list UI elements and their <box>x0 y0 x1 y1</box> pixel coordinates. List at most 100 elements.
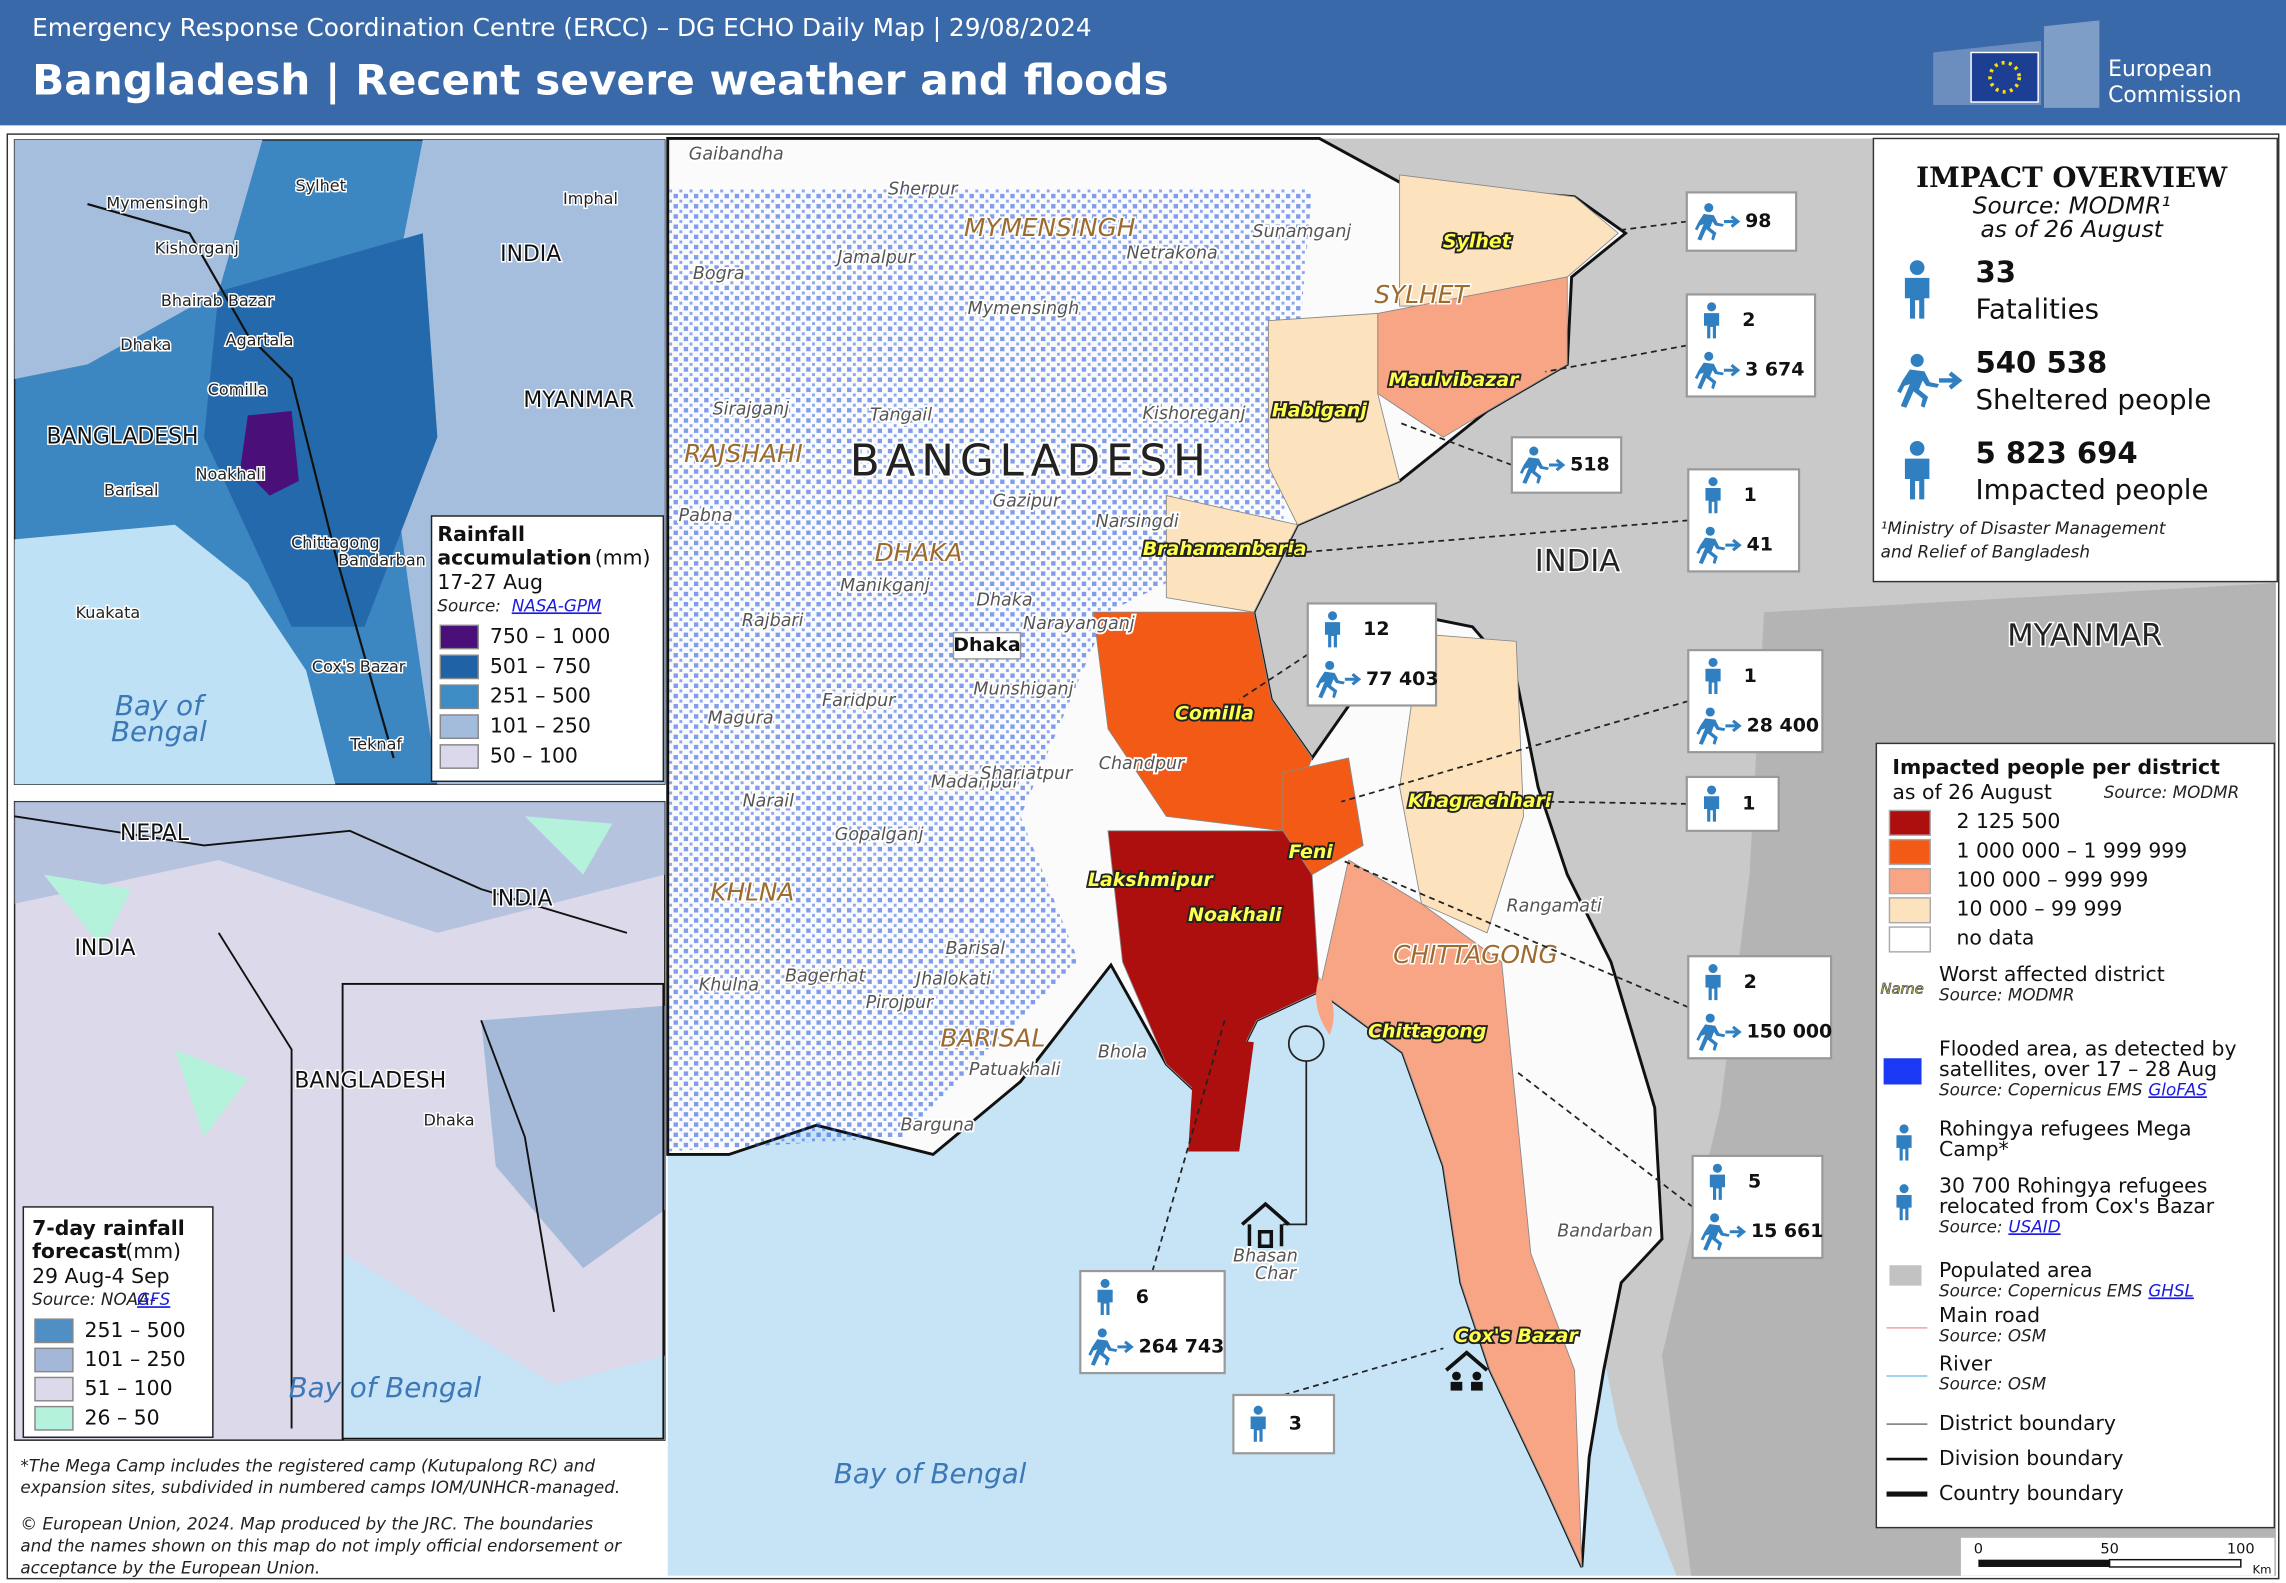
inset-label: Kuakata <box>76 603 141 622</box>
map-shape <box>1450 1381 1463 1391</box>
callout: 1 <box>1545 775 1780 832</box>
town-label: Mymensingh <box>968 299 1080 319</box>
legend-unit: (mm) <box>595 545 651 569</box>
legend-period: 29 Aug-4 Sep <box>32 1264 170 1288</box>
town-label: Patuakhali <box>969 1060 1061 1080</box>
callout-fatalities: 1 <box>1742 792 1755 814</box>
legend-symbol <box>1883 1058 1922 1085</box>
legend-title: Rainfall <box>437 522 525 546</box>
legend-item-label: River <box>1939 1351 1992 1375</box>
division-label: KHLNA <box>710 878 794 907</box>
legend-source: Source: NOAA- <box>32 1289 156 1309</box>
inset-label: Dhaka <box>423 1110 474 1129</box>
overview-value: 33 <box>1975 255 2016 289</box>
callout-sheltered: 264 743 <box>1139 1335 1225 1357</box>
legend-title: accumulation <box>437 545 591 569</box>
legend-unit: (mm) <box>125 1239 181 1263</box>
forecast-inset: NEPAL INDIA INDIA BANGLADESH Dhaka Bay of Ben… <box>13 800 666 1441</box>
overview-label: Sheltered people <box>1975 383 2211 416</box>
callout: 2 150 000 <box>1340 859 1832 1060</box>
legend-item-label: Worst affected district <box>1939 962 2165 986</box>
header-organization: Emergency Response Coordination Centre (… <box>32 13 1092 42</box>
district-chittagong-coast <box>1318 859 1583 1568</box>
overview-value: 540 538 <box>1975 345 2107 379</box>
footnote: and the names shown on this map do not i… <box>20 1536 622 1556</box>
forecast-zone <box>481 1005 665 1269</box>
district-label: Comilla <box>1175 703 1254 725</box>
legend-source: Source: Copernicus EMS <box>1939 1280 2143 1300</box>
map-shape <box>1445 1350 1489 1372</box>
map-shape <box>1471 1381 1483 1391</box>
legend-swatch <box>1888 926 1931 953</box>
legend-item-label: satellites, over 17 – 28 Aug <box>1939 1057 2217 1081</box>
inset-label: Chittagong <box>291 533 379 552</box>
map-shape <box>1240 1201 1290 1249</box>
legend-source: Source: OSM <box>1939 1326 2046 1346</box>
division-label: SYLHET <box>1374 280 1470 309</box>
flood-area <box>667 189 1313 1152</box>
country-label: MYANMAR <box>2007 618 2162 653</box>
footnote-box <box>11 1450 667 1576</box>
callout-sheltered: 3 674 <box>1745 359 1804 381</box>
town-label: Chandpur <box>1099 754 1186 774</box>
scale-label: 0 <box>1974 1540 1983 1557</box>
inset-labels: Mymensingh Sylhet Imphal Kishorganj INDIA Bha… <box>45 175 636 755</box>
eu-logo: European Commission <box>1933 20 2242 108</box>
overview-footnote: ¹Ministry of Disaster Management <box>1881 518 2167 538</box>
legend-link: GloFAS <box>2148 1079 2207 1099</box>
inset-label: MYANMAR <box>523 388 634 413</box>
inset-label: Bay of Bengal <box>289 1371 482 1404</box>
overview-value: 5 823 694 <box>1975 436 2137 470</box>
district-noakhali <box>1107 830 1320 1109</box>
legend-link: USAID <box>2008 1216 2060 1236</box>
legend-source: Source: MODMR <box>2104 782 2240 802</box>
town-label: Barguna <box>900 1115 974 1135</box>
legend-swatch <box>439 744 479 769</box>
leader-line <box>1545 344 1687 373</box>
impact-overview-box <box>1872 137 2278 583</box>
legend-period: 17-27 Aug <box>437 570 543 594</box>
leader-line <box>1282 519 1689 555</box>
town-label: Jamalpur <box>834 248 917 268</box>
overview-label: Fatalities <box>1975 292 2099 325</box>
inset-label: Agartala <box>226 331 294 350</box>
inset-label: Noakhali <box>195 465 265 484</box>
legend-title: forecast <box>32 1239 127 1263</box>
division-label: MYMENSINGH <box>964 213 1135 242</box>
country-label: BANGLADESH <box>850 436 1212 487</box>
island-label: Bhasan <box>1233 1246 1298 1266</box>
division-label: BARISAL <box>940 1023 1045 1052</box>
main-labels: BANGLADESH INDIA MYANMAR Bay of Bengal MYMEN… <box>677 143 2164 1490</box>
inset-label: INDIA <box>500 242 561 267</box>
town-label: Magura <box>708 709 774 729</box>
footnote: *The Mega Camp includes the registered c… <box>20 1455 595 1475</box>
town-label: Shariatpur <box>980 764 1074 784</box>
logo-text: European <box>2108 57 2212 82</box>
callout-fatalities: 1 <box>1744 484 1757 506</box>
callout-sheltered: 518 <box>1570 453 1610 475</box>
callout-sheltered: 98 <box>1745 210 1771 232</box>
inset-sea-label: Bengal <box>111 715 207 748</box>
capital-label: Dhaka <box>953 634 1020 656</box>
district-khagrachhari <box>1399 633 1524 934</box>
town-label: Gazipur <box>993 491 1062 511</box>
inset-label: Bandarban <box>338 551 426 570</box>
map-shape <box>1452 1371 1461 1381</box>
inset-label: Cox's Bazar <box>312 657 406 676</box>
town-label: Khulna <box>699 975 759 995</box>
legend-label: 51 – 100 <box>85 1376 173 1400</box>
legend-label: 101 – 250 <box>490 714 591 738</box>
island-label: Char <box>1255 1264 1298 1284</box>
legend-swatch <box>34 1405 74 1431</box>
inset-label: Mymensingh <box>106 194 208 213</box>
legend-swatch <box>439 684 479 710</box>
rainfall-zone <box>14 139 263 379</box>
legend-link: GHSL <box>2148 1280 2194 1300</box>
callout: 518 <box>1399 421 1623 494</box>
legend-item-label: Camp* <box>1939 1137 2009 1161</box>
inset-label: BANGLADESH <box>294 1069 446 1094</box>
map-shape <box>1978 1559 2110 1567</box>
town-label: Narayanganj <box>1023 614 1135 634</box>
legend-item-label: 30 700 Rohingya refugees <box>1939 1174 2207 1198</box>
town-label: Manikganj <box>840 576 930 596</box>
